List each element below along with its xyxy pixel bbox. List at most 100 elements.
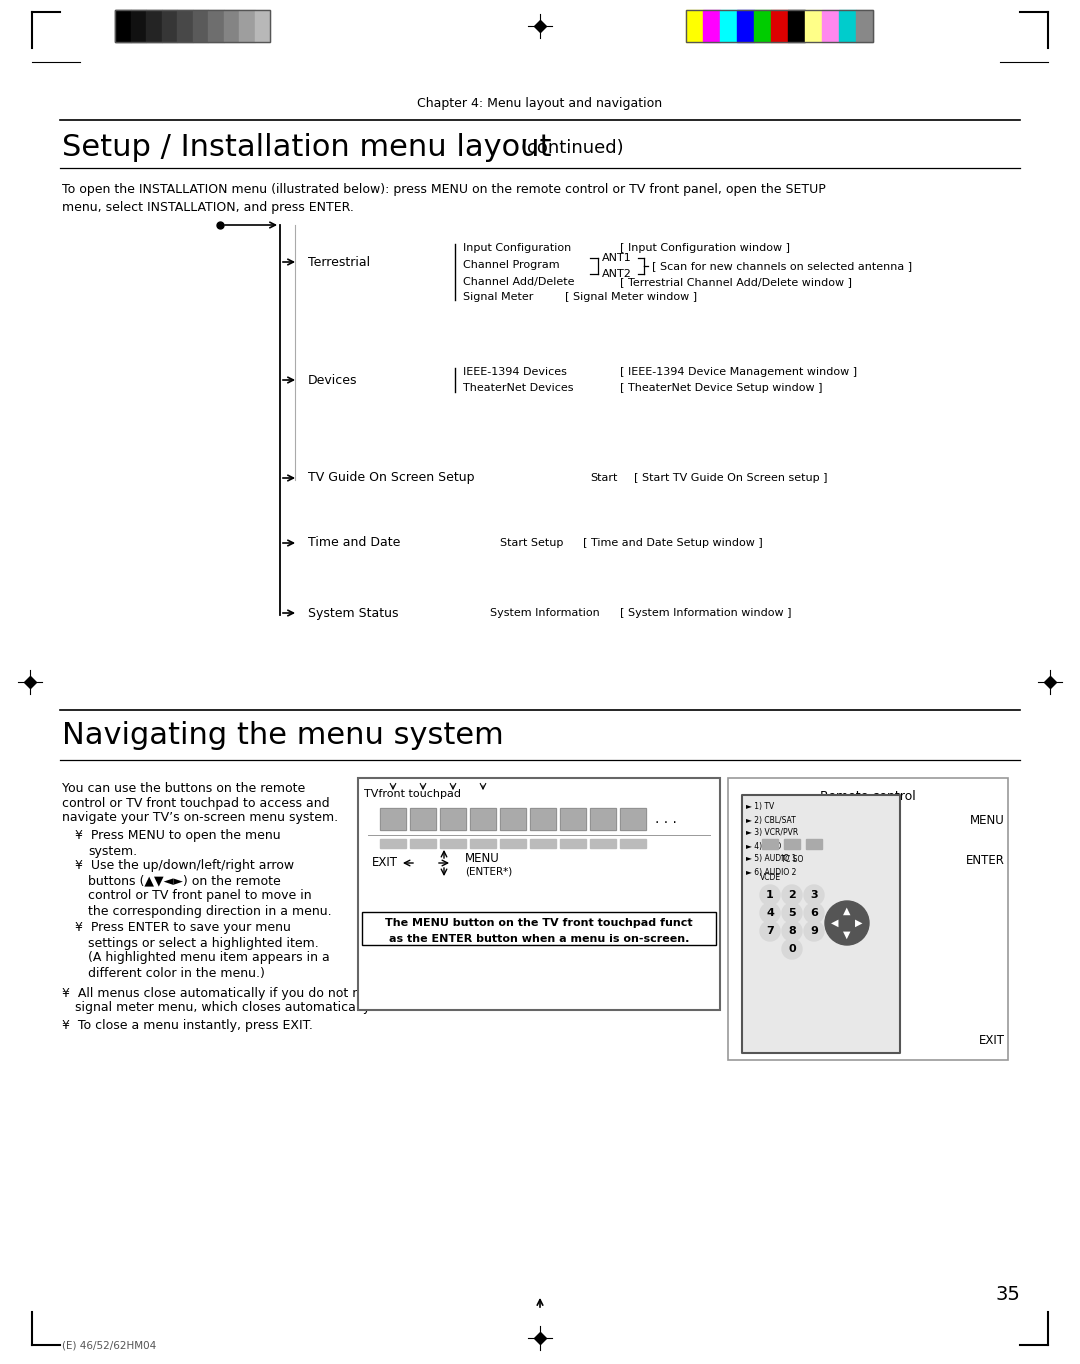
Bar: [380, 807, 406, 831]
Text: MENU: MENU: [465, 852, 500, 866]
Text: ¥  Press MENU to open the menu: ¥ Press MENU to open the menu: [75, 828, 281, 842]
Bar: [224, 10, 239, 42]
Text: Input Configuration: Input Configuration: [463, 243, 571, 252]
Bar: [686, 10, 873, 42]
Bar: [440, 839, 465, 848]
Bar: [146, 10, 162, 42]
Bar: [410, 807, 436, 831]
Bar: [162, 10, 177, 42]
Text: settings or select a highlighted item.: settings or select a highlighted item.: [87, 937, 319, 949]
Text: 3: 3: [810, 889, 818, 900]
Text: (E) 46/52/62HM04: (E) 46/52/62HM04: [62, 1339, 157, 1350]
Text: Chapter 4: Menu layout and navigation: Chapter 4: Menu layout and navigation: [418, 97, 662, 109]
Circle shape: [760, 885, 780, 904]
Bar: [742, 795, 900, 1053]
Circle shape: [825, 902, 869, 945]
Bar: [500, 807, 526, 831]
Text: The MENU button on the TV front touchpad funct: The MENU button on the TV front touchpad…: [386, 918, 692, 928]
Bar: [362, 913, 716, 945]
Bar: [440, 807, 465, 831]
Text: [ IEEE-1394 Device Management window ]: [ IEEE-1394 Device Management window ]: [620, 367, 858, 376]
Bar: [530, 839, 556, 848]
Text: control or TV front touchpad to access and: control or TV front touchpad to access a…: [62, 797, 329, 809]
Text: You can use the buttons on the remote: You can use the buttons on the remote: [62, 782, 306, 794]
Text: MENU: MENU: [970, 813, 1005, 827]
Bar: [239, 10, 255, 42]
Text: System Status: System Status: [308, 607, 399, 619]
Text: TC SO: TC SO: [781, 855, 804, 865]
Text: TV Guide On Screen Setup: TV Guide On Screen Setup: [308, 472, 474, 484]
Bar: [192, 10, 208, 42]
Text: EXIT: EXIT: [372, 857, 399, 869]
Text: [ Time and Date Setup window ]: [ Time and Date Setup window ]: [583, 537, 762, 548]
Text: ► 5) AUDIO 1: ► 5) AUDIO 1: [746, 854, 796, 863]
Bar: [380, 807, 406, 831]
Bar: [470, 807, 496, 831]
Text: [ Scan for new channels on selected antenna ]: [ Scan for new channels on selected ante…: [652, 261, 913, 271]
Text: . . .: . . .: [654, 812, 677, 827]
Bar: [822, 10, 839, 42]
Text: ► 4) DVD: ► 4) DVD: [746, 842, 781, 851]
Bar: [255, 10, 270, 42]
Text: [ System Information window ]: [ System Information window ]: [620, 608, 792, 618]
Text: ¥  All menus close automatically if you do not make a selection within 60 second: ¥ All menus close automatically if you d…: [62, 986, 650, 1000]
Text: [ Input Configuration window ]: [ Input Configuration window ]: [620, 243, 789, 252]
Bar: [784, 839, 800, 848]
Bar: [805, 10, 822, 42]
Bar: [839, 10, 856, 42]
Text: buttons (▲▼◄►) on the remote: buttons (▲▼◄►) on the remote: [87, 874, 281, 888]
Text: as the ENTER button when a menu is on-screen.: as the ENTER button when a menu is on-sc…: [389, 934, 689, 944]
Bar: [177, 10, 192, 42]
Text: the corresponding direction in a menu.: the corresponding direction in a menu.: [87, 904, 332, 918]
Bar: [561, 807, 586, 831]
Text: ANT2: ANT2: [602, 269, 632, 280]
Text: Channel Add/Delete: Channel Add/Delete: [463, 277, 575, 286]
Text: [ Start TV Guide On Screen setup ]: [ Start TV Guide On Screen setup ]: [634, 473, 827, 483]
Text: menu, select INSTALLATION, and press ENTER.: menu, select INSTALLATION, and press ENT…: [62, 201, 354, 214]
Text: TV​front touchpad: TV​front touchpad: [364, 788, 461, 799]
Circle shape: [782, 938, 802, 959]
Text: different color in the menu.): different color in the menu.): [87, 967, 265, 979]
Circle shape: [782, 885, 802, 904]
Bar: [500, 807, 526, 831]
Circle shape: [804, 903, 824, 923]
Bar: [131, 10, 146, 42]
Circle shape: [760, 921, 780, 941]
Text: 0: 0: [788, 944, 796, 953]
Bar: [620, 807, 646, 831]
Bar: [114, 10, 131, 42]
Bar: [590, 839, 616, 848]
Text: control or TV front panel to move in: control or TV front panel to move in: [87, 889, 312, 903]
Text: ENTER: ENTER: [967, 854, 1005, 866]
Text: Devices: Devices: [308, 374, 357, 386]
Text: ANT1: ANT1: [602, 252, 632, 263]
Bar: [771, 10, 788, 42]
Bar: [754, 10, 771, 42]
Text: 7: 7: [766, 926, 774, 936]
Text: system.: system.: [87, 844, 137, 858]
Bar: [380, 839, 406, 848]
Bar: [410, 839, 436, 848]
Bar: [470, 807, 496, 831]
Text: 2: 2: [788, 889, 796, 900]
Bar: [762, 839, 778, 848]
Text: 1: 1: [766, 889, 774, 900]
Text: [ TheaterNet Device Setup window ]: [ TheaterNet Device Setup window ]: [620, 383, 823, 393]
Bar: [114, 10, 270, 42]
Text: Time and Date: Time and Date: [308, 536, 401, 550]
Circle shape: [804, 885, 824, 904]
Text: ▼: ▼: [843, 930, 851, 940]
Bar: [686, 10, 703, 42]
Text: Navigating the menu system: Navigating the menu system: [62, 722, 503, 750]
Text: Terrestrial: Terrestrial: [308, 255, 370, 269]
Text: Setup / Installation menu layout: Setup / Installation menu layout: [62, 134, 552, 162]
Text: (ENTER*): (ENTER*): [465, 866, 512, 876]
Text: System Information: System Information: [490, 608, 599, 618]
Text: (continued): (continued): [519, 139, 623, 157]
Text: Signal Meter: Signal Meter: [463, 292, 534, 301]
Circle shape: [760, 903, 780, 923]
Text: 35: 35: [995, 1285, 1020, 1304]
Text: To open the INSTALLATION menu (illustrated below): press MENU on the remote cont: To open the INSTALLATION menu (illustrat…: [62, 184, 826, 196]
Bar: [500, 839, 526, 848]
Text: [ Terrestrial Channel Add/Delete window ]: [ Terrestrial Channel Add/Delete window …: [620, 277, 852, 286]
